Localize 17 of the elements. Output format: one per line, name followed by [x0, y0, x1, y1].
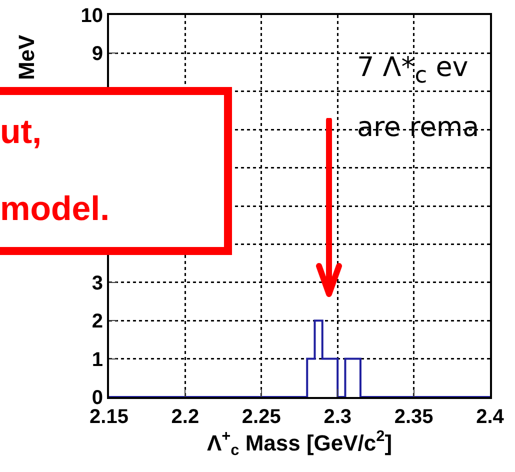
- x-tick-label: 2.15: [90, 406, 128, 428]
- x-tick-label: 2.2: [171, 406, 200, 428]
- callout-box: ut, model.: [0, 87, 232, 255]
- y-tick-label: 2: [92, 310, 103, 333]
- x-tick-label: 2.3: [324, 406, 352, 428]
- y-tick-label: 9: [92, 43, 103, 66]
- y-tick-label: 10: [80, 5, 103, 27]
- x-tick-label: 2.25: [242, 406, 281, 428]
- x-tick-label: 2.4: [476, 406, 505, 428]
- x-axis-title: Λ$^{+}$$_{c}$ Mass [GeV/c$^{2}$]: [206, 428, 392, 460]
- y-tick-label: 1: [92, 348, 103, 371]
- y-axis-title: MeV: [14, 34, 40, 80]
- x-tick-label: 2.35: [394, 406, 434, 428]
- annotation: model.: [0, 190, 110, 229]
- y-tick-label: 0: [92, 387, 103, 409]
- annotation: 7 Λ*$_{c}$ ev: [357, 52, 468, 88]
- y-tick-label: 3: [92, 272, 103, 294]
